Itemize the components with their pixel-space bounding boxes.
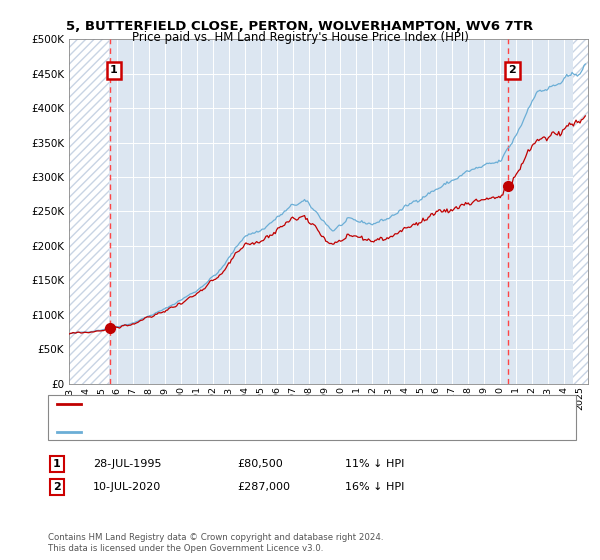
Text: 5, BUTTERFIELD CLOSE, PERTON, WOLVERHAMPTON, WV6 7TR: 5, BUTTERFIELD CLOSE, PERTON, WOLVERHAMP… bbox=[67, 20, 533, 32]
Text: 1: 1 bbox=[53, 459, 61, 469]
Text: 2: 2 bbox=[53, 482, 61, 492]
Text: 1: 1 bbox=[110, 65, 118, 75]
Text: 2: 2 bbox=[509, 65, 517, 75]
Text: £80,500: £80,500 bbox=[237, 459, 283, 469]
Text: £287,000: £287,000 bbox=[237, 482, 290, 492]
Text: HPI: Average price, detached house, South Staffordshire: HPI: Average price, detached house, Sout… bbox=[86, 427, 361, 437]
Text: 11% ↓ HPI: 11% ↓ HPI bbox=[345, 459, 404, 469]
Text: Price paid vs. HM Land Registry's House Price Index (HPI): Price paid vs. HM Land Registry's House … bbox=[131, 31, 469, 44]
Bar bbox=[574, 39, 588, 384]
Text: 28-JUL-1995: 28-JUL-1995 bbox=[93, 459, 161, 469]
Text: 16% ↓ HPI: 16% ↓ HPI bbox=[345, 482, 404, 492]
Text: 5, BUTTERFIELD CLOSE, PERTON, WOLVERHAMPTON, WV6 7TR (detached house): 5, BUTTERFIELD CLOSE, PERTON, WOLVERHAMP… bbox=[86, 399, 482, 409]
Text: 10-JUL-2020: 10-JUL-2020 bbox=[93, 482, 161, 492]
Bar bbox=[69, 39, 109, 384]
Text: Contains HM Land Registry data © Crown copyright and database right 2024.
This d: Contains HM Land Registry data © Crown c… bbox=[48, 533, 383, 553]
